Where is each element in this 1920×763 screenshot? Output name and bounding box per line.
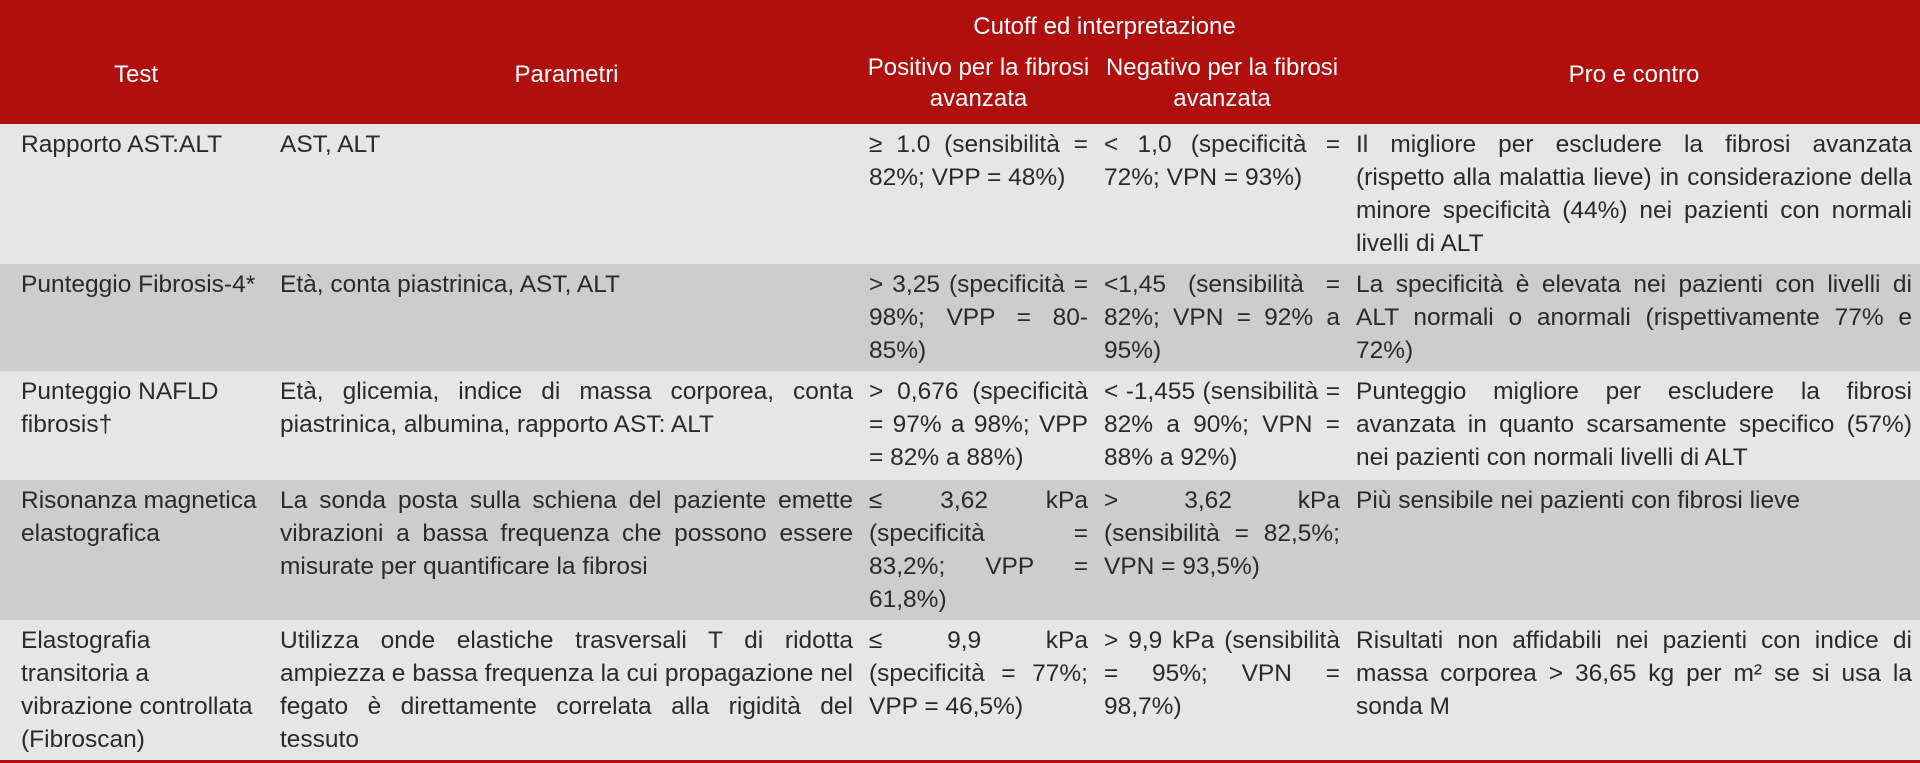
- cell-procon: Più sensibile nei pazienti con fibrosi l…: [1348, 480, 1920, 620]
- table-row: Rapporto AST:ALT AST, ALT ≥ 1.0 (sensibi…: [0, 124, 1920, 264]
- cell-positive: ≤ 3,62 kPa (specificità = 83,2%; VPP = 6…: [861, 480, 1096, 620]
- cell-test: Punteggio Fibrosis-4*: [0, 264, 272, 371]
- cell-params: Età, conta piastrinica, AST, ALT: [272, 264, 861, 371]
- cell-negative: < 1,0 (specificità = 72%; VPN = 93%): [1096, 124, 1348, 264]
- table-row: Punteggio Fibrosis-4* Età, conta piastri…: [0, 264, 1920, 371]
- table-header: Test Parametri Cutoff ed interpretazione…: [0, 0, 1920, 124]
- table-row: Punteggio NAFLD fibrosis† Età, glicemia,…: [0, 371, 1920, 480]
- cell-params: AST, ALT: [272, 124, 861, 264]
- table-row: Risonanza magnetica elastografica La son…: [0, 480, 1920, 620]
- header-procon: Pro e contro: [1348, 0, 1920, 124]
- header-positive: Positivo per la fibrosi avanzata: [861, 52, 1096, 124]
- header-negative: Negativo per la fibrosi avanzata: [1096, 52, 1348, 124]
- cell-procon: Il migliore per escludere la fibrosi ava…: [1348, 124, 1920, 264]
- cell-negative: <1,45 (sensibilità = 82%; VPN = 92% a 95…: [1096, 264, 1348, 371]
- cell-negative: > 9,9 kPa (sensibilità = 95%; VPN = 98,7…: [1096, 620, 1348, 763]
- cell-procon: Risultati non affidabili nei pazienti co…: [1348, 620, 1920, 763]
- cell-test: Elastografia transitoria a vibrazione co…: [0, 620, 272, 763]
- cell-params: La sonda posta sulla schiena del pazient…: [272, 480, 861, 620]
- header-test: Test: [0, 0, 272, 124]
- cell-positive: ≤ 9,9 kPa (specificità = 77%; VPP = 46,5…: [861, 620, 1096, 763]
- cell-positive: > 3,25 (specificità = 98%; VPP = 80-85%): [861, 264, 1096, 371]
- cell-test: Risonanza magnetica elastografica: [0, 480, 272, 620]
- cell-test: Punteggio NAFLD fibrosis†: [0, 371, 272, 480]
- header-params: Parametri: [272, 0, 861, 124]
- cell-positive: ≥ 1.0 (sensibilità = 82%; VPP = 48%): [861, 124, 1096, 264]
- table-body: Rapporto AST:ALT AST, ALT ≥ 1.0 (sensibi…: [0, 124, 1920, 763]
- table-row: Elastografia transitoria a vibrazione co…: [0, 620, 1920, 763]
- cell-procon: La specificità è elevata nei pazienti co…: [1348, 264, 1920, 371]
- header-cutoff-group: Cutoff ed interpretazione: [861, 0, 1348, 52]
- cell-positive: > 0,676 (specificità = 97% a 98%; VPP = …: [861, 371, 1096, 480]
- cell-procon: Punteggio migliore per escludere la fibr…: [1348, 371, 1920, 480]
- cell-negative: > 3,62 kPa (sensibilità = 82,5%; VPN = 9…: [1096, 480, 1348, 620]
- cell-test: Rapporto AST:ALT: [0, 124, 272, 264]
- cell-params: Età, glicemia, indice di massa corporea,…: [272, 371, 861, 480]
- cell-params: Utilizza onde elastiche trasversali T di…: [272, 620, 861, 763]
- cell-negative: < -1,455 (sensibilità = 82% a 90%; VPN =…: [1096, 371, 1348, 480]
